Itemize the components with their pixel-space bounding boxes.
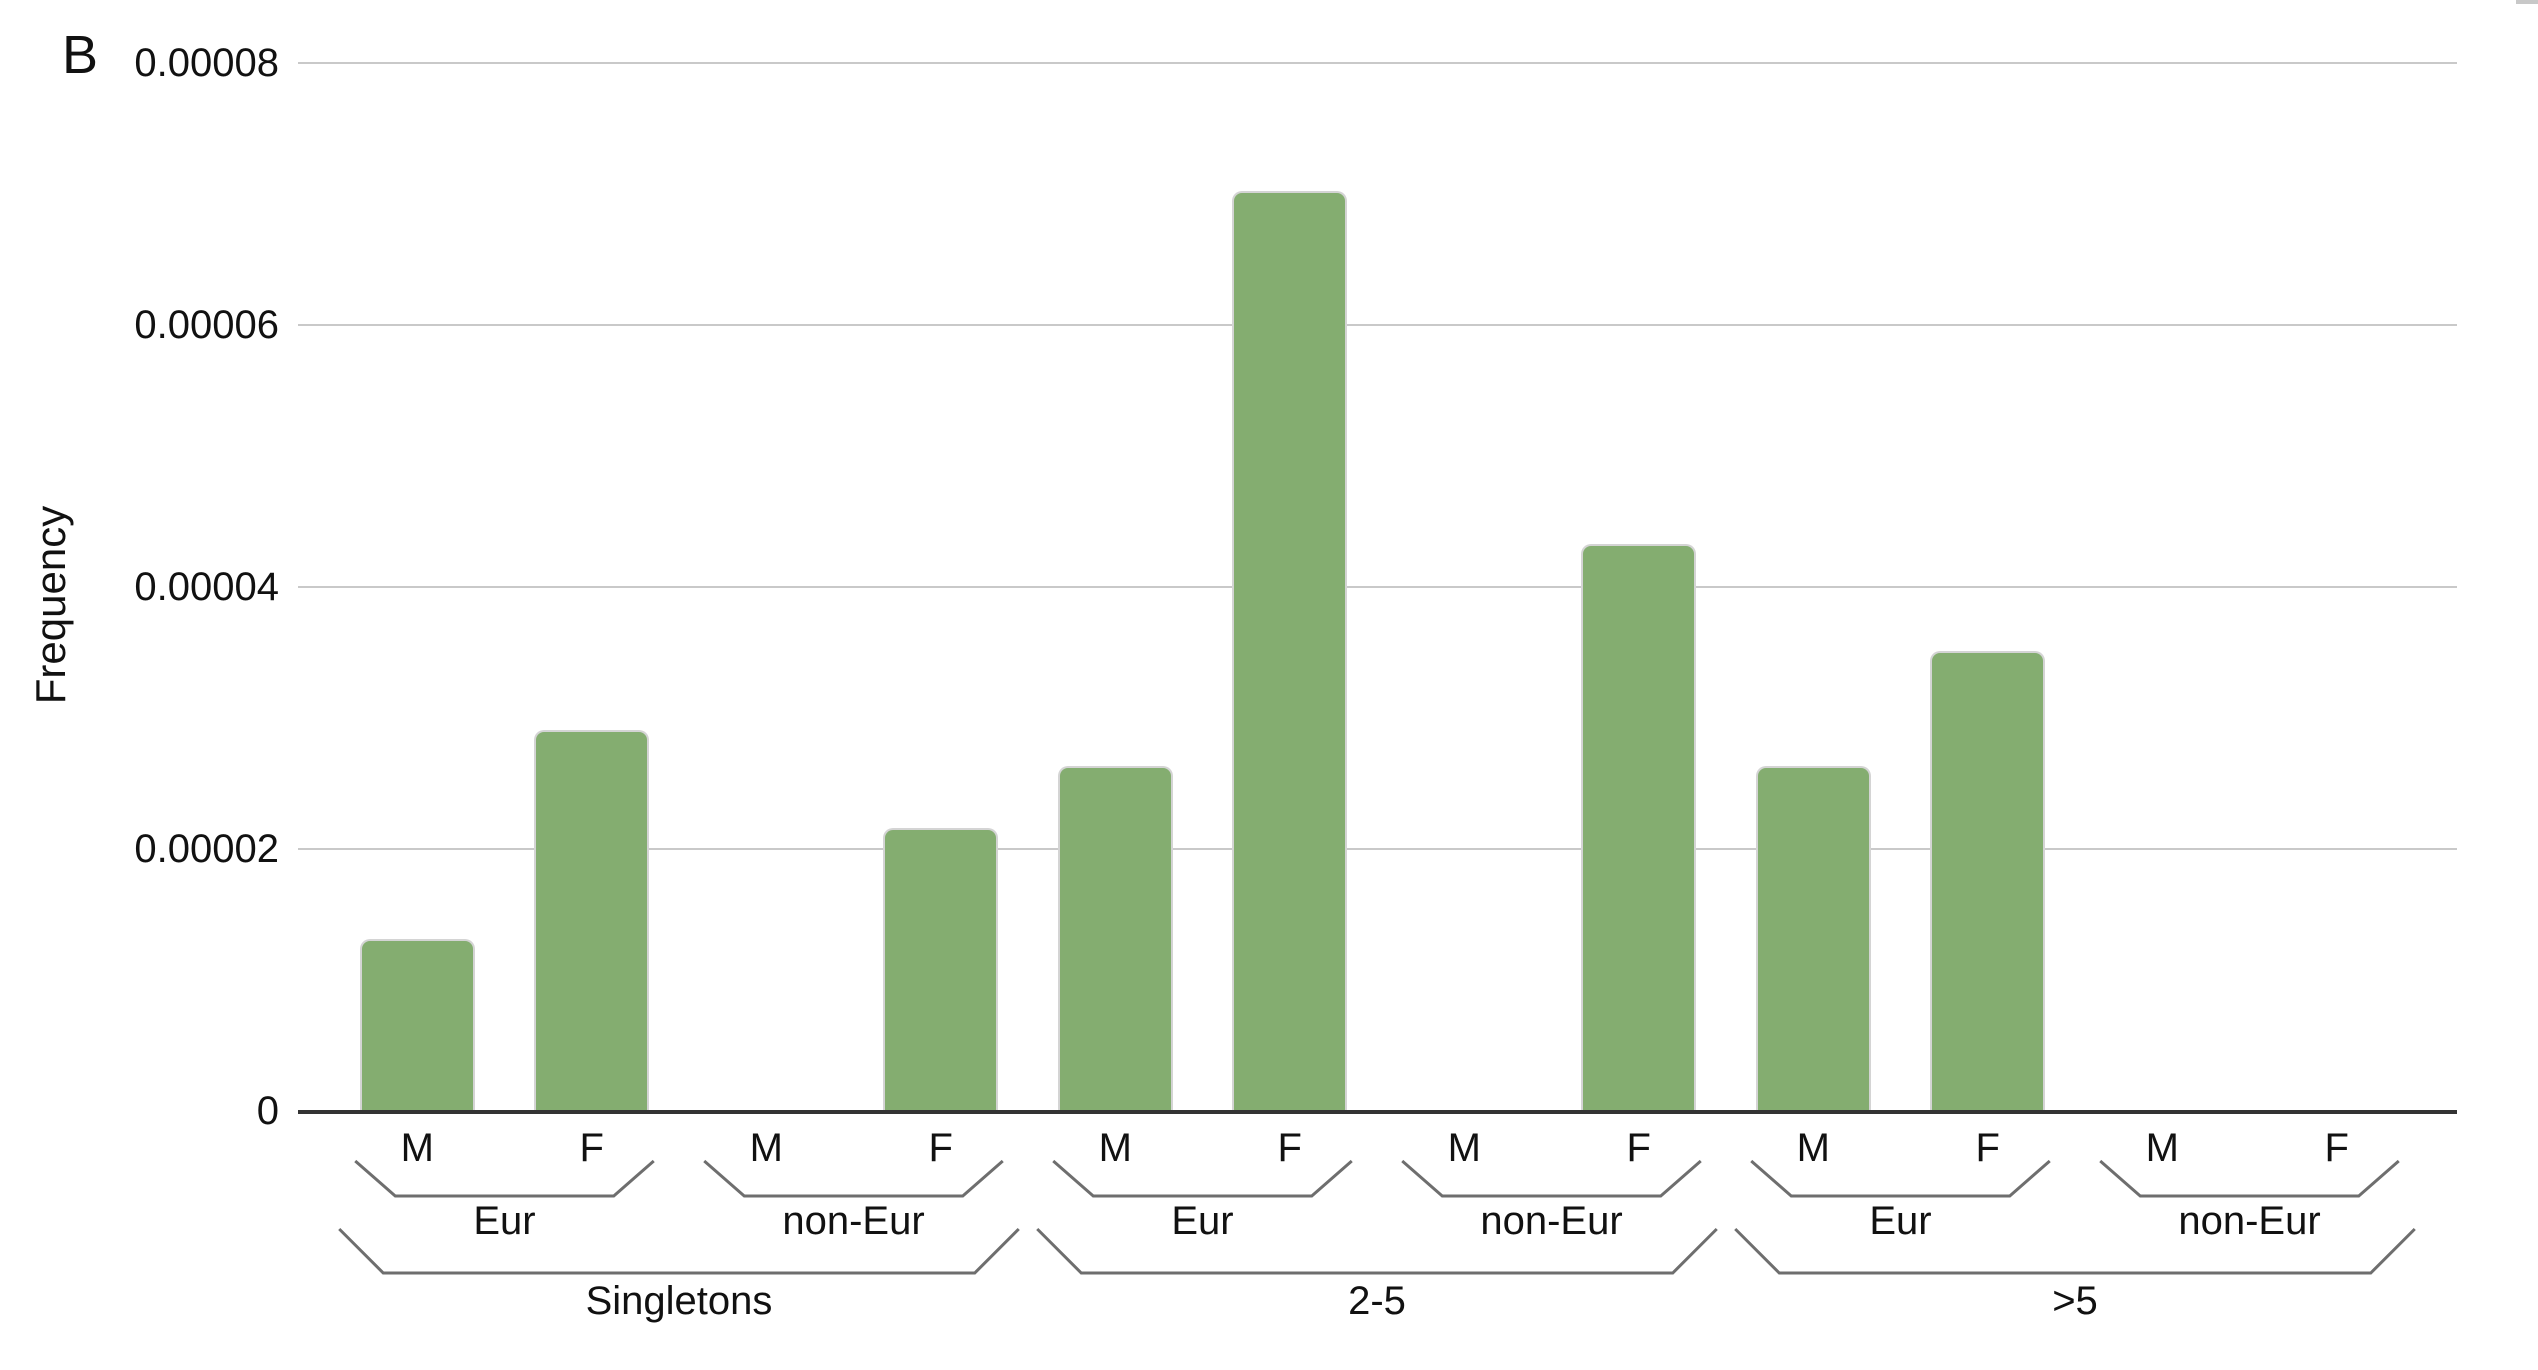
screen-edge-artifact — [2516, 0, 2538, 4]
bar-Singletons-Eur-F — [534, 730, 649, 1114]
sex-label: M — [2145, 1126, 2179, 1170]
ancestry-label: non-Eur — [2178, 1199, 2321, 1243]
ancestry-label: non-Eur — [1480, 1199, 1623, 1243]
ancestry-label: Eur — [1869, 1199, 1932, 1243]
sex-label: F — [2324, 1126, 2349, 1170]
bar-Singletons-Eur-M — [360, 939, 475, 1114]
bar-Singletons-non-Eur-F — [883, 828, 998, 1114]
gridline — [298, 848, 2457, 850]
sex-label: M — [749, 1126, 783, 1170]
bar->5-Eur-F — [1930, 651, 2045, 1114]
gridline — [298, 324, 2457, 326]
y-tick-label: 0 — [256, 1089, 279, 1133]
ancestry-label: Eur — [473, 1199, 536, 1243]
y-tick-label: 0.00002 — [134, 827, 279, 871]
y-tick-label: 0.00006 — [134, 303, 279, 347]
y-tick-label: 0.00008 — [134, 41, 279, 85]
panel-label: B — [62, 25, 99, 85]
sex-label: F — [928, 1126, 953, 1170]
frequency-class-label: 2-5 — [1348, 1279, 1406, 1323]
y-tick-label: 0.00004 — [134, 565, 279, 609]
frequency-class-label: Singletons — [585, 1279, 773, 1323]
sex-label: F — [1277, 1126, 1302, 1170]
ancestry-label: Eur — [1171, 1199, 1234, 1243]
gridline — [298, 586, 2457, 588]
gridline — [298, 62, 2457, 64]
bar-2-5-non-Eur-F — [1581, 544, 1696, 1114]
frequency-class-label: >5 — [2052, 1279, 2098, 1323]
sex-label: M — [1447, 1126, 1481, 1170]
sex-label: M — [400, 1126, 434, 1170]
sex-label: F — [579, 1126, 604, 1170]
sex-label: M — [1796, 1126, 1830, 1170]
x-axis-line — [298, 1110, 2457, 1114]
bar-2-5-Eur-M — [1058, 766, 1173, 1114]
bar->5-Eur-M — [1756, 766, 1871, 1114]
ancestry-label: non-Eur — [782, 1199, 925, 1243]
sex-label: F — [1975, 1126, 2000, 1170]
sex-label: M — [1098, 1126, 1132, 1170]
sex-label: F — [1626, 1126, 1651, 1170]
bar-2-5-Eur-F — [1232, 191, 1347, 1114]
